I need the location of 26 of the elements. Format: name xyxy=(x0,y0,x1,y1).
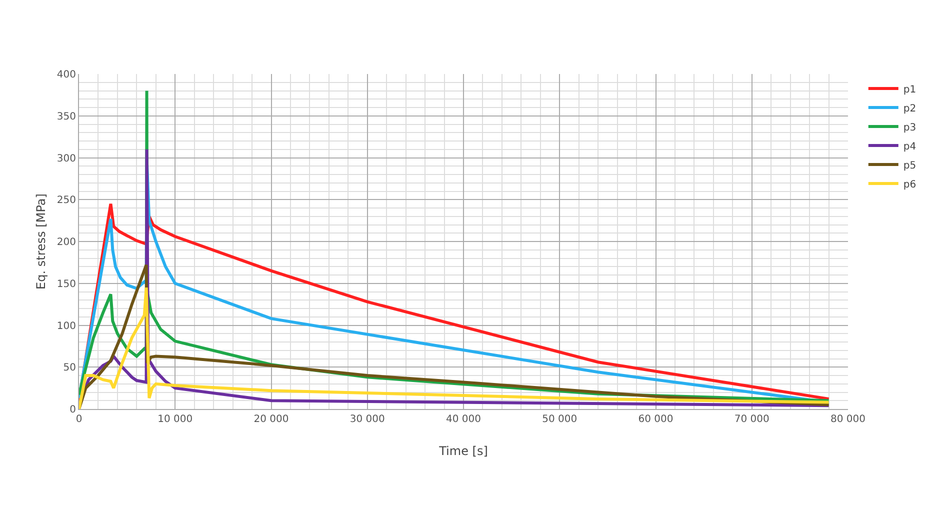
y-tick-label: 300 xyxy=(56,153,76,164)
x-tick-label: 80 000 xyxy=(830,414,866,425)
line-series xyxy=(79,286,830,409)
legend-label: p3 xyxy=(903,122,916,134)
x-tick-label: 40 000 xyxy=(446,414,481,425)
x-axis-title: Time [s] xyxy=(438,444,488,458)
legend-label: p2 xyxy=(903,103,916,114)
legend-label: p1 xyxy=(903,84,916,96)
x-tick-label: 10 000 xyxy=(158,414,193,425)
legend-label: p4 xyxy=(903,141,916,152)
y-tick-label: 400 xyxy=(56,70,76,80)
y-tick-label: 0 xyxy=(70,404,76,416)
legend-label: p5 xyxy=(903,160,916,172)
y-tick-label: 350 xyxy=(56,111,76,122)
x-tick-label: 30 000 xyxy=(350,414,385,425)
y-tick-label: 100 xyxy=(56,320,76,332)
x-tick-label: 70 000 xyxy=(734,414,770,425)
x-tick-label: 50 000 xyxy=(542,414,578,425)
y-tick-label: 200 xyxy=(56,237,76,248)
y-axis-title: Eq. stress [MPa] xyxy=(34,194,48,290)
legend-label: p6 xyxy=(903,179,916,190)
y-tick-label: 50 xyxy=(63,362,76,374)
x-tick-label: 60 000 xyxy=(638,414,674,425)
x-tick-label: 20 000 xyxy=(254,414,289,425)
y-tick-label: 150 xyxy=(56,278,76,290)
y-tick-label: 250 xyxy=(56,195,76,206)
